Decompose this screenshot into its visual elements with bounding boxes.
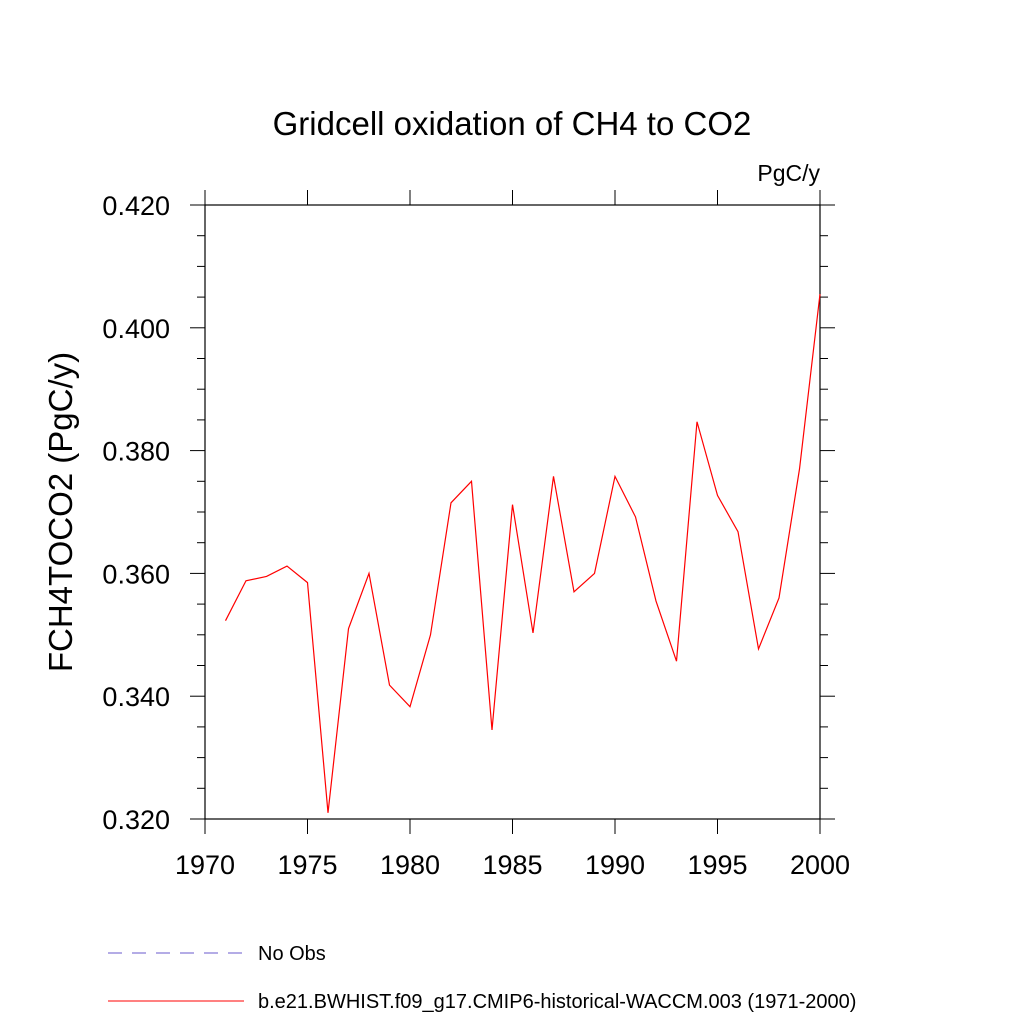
- y-tick-label: 0.400: [102, 314, 170, 344]
- x-tick-label: 1990: [585, 850, 645, 880]
- minor-ticks: [197, 235, 828, 789]
- data-points: [224, 293, 822, 815]
- y-tick-label: 0.420: [102, 191, 170, 221]
- series-line: [224, 293, 821, 813]
- legend: No Obs b.e21.BWHIST.f09_g17.CMIP6-histor…: [108, 943, 856, 1013]
- x-tick-label: 1975: [277, 850, 337, 880]
- chart-title: Gridcell oxidation of CH4 to CO2: [273, 105, 752, 142]
- major-ticks: [190, 190, 835, 834]
- x-tick-label: 1980: [380, 850, 440, 880]
- x-tick-label: 1970: [175, 850, 235, 880]
- x-tick-label: 2000: [790, 850, 850, 880]
- y-axis-label: FCH4TOCO2 (PgC/y): [42, 352, 79, 672]
- y-tick-label: 0.340: [102, 682, 170, 712]
- units-label: PgC/y: [757, 160, 820, 186]
- plot-frame: [204, 204, 821, 820]
- legend-label-no-obs: No Obs: [258, 943, 326, 965]
- y-tick-labels: 0.320 0.340 0.360 0.380 0.400 0.420: [102, 191, 170, 835]
- y-tick-label: 0.360: [102, 559, 170, 589]
- y-tick-label: 0.320: [102, 805, 170, 835]
- legend-label-waccm: b.e21.BWHIST.f09_g17.CMIP6-historical-WA…: [258, 991, 856, 1013]
- x-tick-labels: 1970 1975 1980 1985 1990 1995 2000: [175, 850, 850, 880]
- x-tick-label: 1995: [687, 850, 747, 880]
- x-tick-label: 1985: [482, 850, 542, 880]
- y-tick-label: 0.380: [102, 437, 170, 467]
